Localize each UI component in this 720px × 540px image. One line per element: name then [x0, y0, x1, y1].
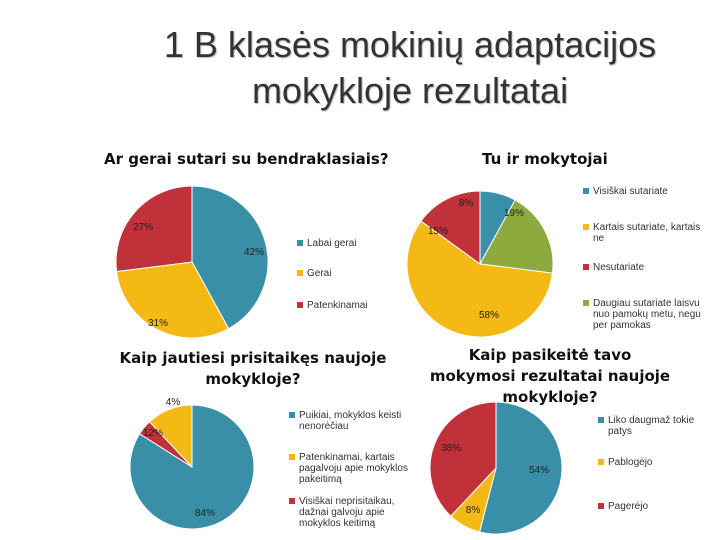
chart-1-title: Ar gerai sutari su bendraklasiais? — [104, 150, 389, 168]
chart-1-legend-swatch — [297, 240, 303, 246]
chart-2-legend-label: Visiškai sutariate — [593, 186, 668, 197]
chart-3-slice-2 — [148, 404, 193, 469]
chart-2-slice-3 — [420, 190, 481, 265]
chart-2-pct-label-2: 58% — [479, 310, 499, 321]
chart-1-slice-2 — [116, 261, 230, 339]
chart-3-pct-label-2: 12% — [143, 428, 163, 439]
chart-2-title: Tu ir mokytojai — [482, 150, 608, 168]
chart-2-legend-swatch — [583, 264, 589, 270]
chart-3-legend-swatch — [289, 412, 295, 418]
chart-1-legend-label: Labai gerai — [307, 238, 357, 249]
chart-2-legend-label: Daugiau sutariate laisvu nuo pamokų metu… — [593, 298, 701, 331]
chart-2-pct-label-1: 8% — [459, 198, 474, 209]
chart-4-pct-label-2: 8% — [466, 505, 481, 516]
chart-1-legend-label: Gerai — [307, 268, 332, 279]
chart-4-title: Kaip pasikeitė tavo mokymosi rezultatai … — [429, 346, 671, 406]
slide-title-line-1: 1 B klasės mokinių adaptacijos — [163, 24, 657, 65]
chart-1-slice-1 — [191, 185, 269, 330]
chart-4-legend-label: Pagerėjo — [608, 501, 649, 512]
chart-4-slice-1 — [478, 401, 563, 535]
chart-4-pct-label-1: 54% — [529, 465, 549, 476]
chart-2-legend-label: Kartais sutariate, kartais ne — [593, 222, 701, 244]
chart-3-legend-swatch — [289, 454, 295, 460]
chart-4-pct-label-3: 38% — [441, 443, 461, 454]
chart-1-pct-label-1: 42% — [244, 247, 264, 258]
chart-3-legend-label: Visiškai neprisitaikau, dažnai galvoju a… — [299, 496, 395, 529]
chart-4-legend-swatch — [598, 503, 604, 509]
chart-4-slice-3 — [429, 401, 497, 517]
chart-2-legend-swatch — [583, 224, 589, 230]
chart-1-legend-swatch — [297, 270, 303, 276]
chart-2-legend-swatch — [583, 300, 589, 306]
chart-1-pct-label-2: 31% — [148, 318, 168, 329]
chart-4-legend-swatch — [598, 459, 604, 465]
chart-2-slice-2 — [406, 220, 553, 338]
chart-3-legend-label: Puikiai, mokyklos keisti nenorėčiau — [299, 410, 402, 432]
chart-4-legend-label: Liko daugmaž tokie patys — [608, 415, 695, 437]
chart-2-pct-label-4: 19% — [504, 208, 524, 219]
chart-3-legend-label: Patenkinamai, kartais pagalvoju apie mok… — [299, 452, 408, 485]
chart-1-pct-label-3: 27% — [133, 222, 153, 233]
chart-2-legend-label: Nesutariate — [593, 262, 645, 273]
chart-1-legend-swatch — [297, 302, 303, 308]
chart-3-title: Kaip jautiesi prisitaikęs naujoje mokykl… — [119, 349, 387, 388]
chart-3-pct-label-3: 4% — [166, 397, 181, 408]
chart-4-legend-label: Pablogėjo — [608, 457, 653, 468]
chart-4-legend-swatch — [598, 417, 604, 423]
slide-title-line-2: mokykloje rezultatai — [251, 70, 569, 111]
chart-2-legend-swatch — [583, 188, 589, 194]
chart-3-pct-label-1: 84% — [195, 508, 215, 519]
chart-1-legend-label: Patenkinamai — [307, 300, 368, 311]
chart-2-slice-4 — [479, 199, 554, 274]
chart-1-slice-3 — [115, 185, 193, 273]
chart-2-pct-label-3: 15% — [428, 226, 448, 237]
chart-3-legend-swatch — [289, 498, 295, 504]
slide-title: 1 B klasės mokinių adaptacijos mokykloje… — [0, 22, 720, 114]
